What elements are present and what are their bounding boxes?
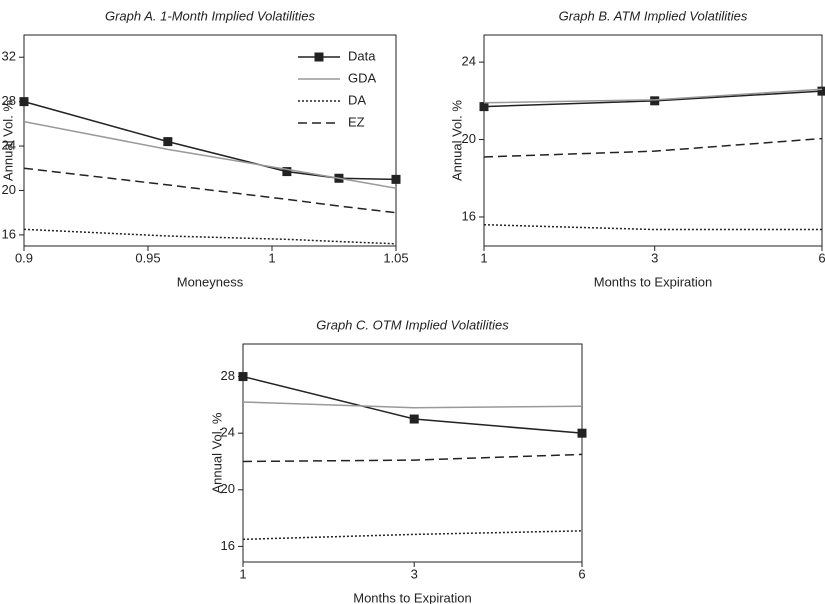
data-marker bbox=[163, 137, 173, 147]
chart-title: Graph A. 1-Month Implied Volatilities bbox=[105, 8, 316, 23]
x-tick-label: 0.9 bbox=[15, 250, 33, 265]
data-marker bbox=[479, 102, 489, 112]
series-line bbox=[242, 401, 583, 409]
x-tick-label: 6 bbox=[818, 250, 825, 265]
x-tick-label: 1.05 bbox=[383, 250, 408, 265]
series-line bbox=[242, 530, 583, 541]
x-tick-label: 3 bbox=[651, 250, 658, 265]
y-tick-label: 16 bbox=[2, 226, 16, 241]
x-tick-label: 1 bbox=[239, 566, 246, 581]
y-tick-label: 16 bbox=[221, 538, 235, 553]
plot-frame bbox=[23, 34, 397, 247]
legend-label: DA bbox=[348, 92, 366, 107]
data-marker bbox=[238, 372, 248, 382]
series-line bbox=[242, 453, 583, 463]
chart-title: Graph C. OTM Implied Volatilities bbox=[316, 317, 509, 332]
chart-title: Graph B. ATM Implied Volatilities bbox=[559, 8, 748, 23]
data-marker bbox=[577, 428, 587, 438]
legend-marker bbox=[314, 52, 324, 62]
y-tick-label: 24 bbox=[462, 54, 476, 69]
y-tick-label: 20 bbox=[462, 131, 476, 146]
data-marker bbox=[282, 167, 292, 177]
x-axis-label: Moneyness bbox=[177, 274, 244, 289]
plot-frame bbox=[242, 343, 583, 563]
y-tick-label: 28 bbox=[221, 368, 235, 383]
data-marker bbox=[391, 174, 401, 184]
legend-label: Data bbox=[348, 48, 376, 63]
y-tick-label: 20 bbox=[2, 182, 16, 197]
y-axis-label: Annual Vol. % bbox=[449, 100, 464, 181]
legend-label: EZ bbox=[348, 114, 365, 129]
x-tick-label: 3 bbox=[411, 566, 418, 581]
y-tick-label: 24 bbox=[221, 425, 235, 440]
x-axis-label: Months to Expiration bbox=[353, 590, 472, 604]
y-tick-label: 20 bbox=[221, 481, 235, 496]
series-line bbox=[23, 228, 397, 245]
x-axis-label: Months to Expiration bbox=[594, 274, 713, 289]
x-tick-label: 6 bbox=[578, 566, 585, 581]
data-marker bbox=[409, 414, 419, 424]
x-tick-label: 0.95 bbox=[135, 250, 160, 265]
series-line bbox=[483, 88, 823, 104]
data-marker bbox=[650, 96, 660, 106]
data-marker bbox=[817, 86, 825, 96]
series-line bbox=[23, 100, 397, 181]
y-tick-label: 32 bbox=[2, 49, 16, 64]
y-tick-label: 24 bbox=[2, 137, 16, 152]
y-tick-label: 16 bbox=[462, 208, 476, 223]
x-tick-label: 1 bbox=[268, 250, 275, 265]
plot-frame bbox=[483, 34, 823, 247]
legend-label: GDA bbox=[348, 70, 377, 85]
y-axis-label: Annual Vol. % bbox=[209, 412, 224, 493]
data-marker bbox=[19, 97, 29, 107]
x-tick-label: 1 bbox=[480, 250, 487, 265]
series-line bbox=[483, 223, 822, 231]
series-line bbox=[23, 167, 397, 214]
series-line bbox=[242, 375, 583, 434]
series-line bbox=[483, 137, 823, 158]
y-axis-label: Annual Vol. % bbox=[0, 100, 15, 181]
y-tick-label: 28 bbox=[2, 93, 16, 108]
series-line bbox=[23, 120, 397, 189]
